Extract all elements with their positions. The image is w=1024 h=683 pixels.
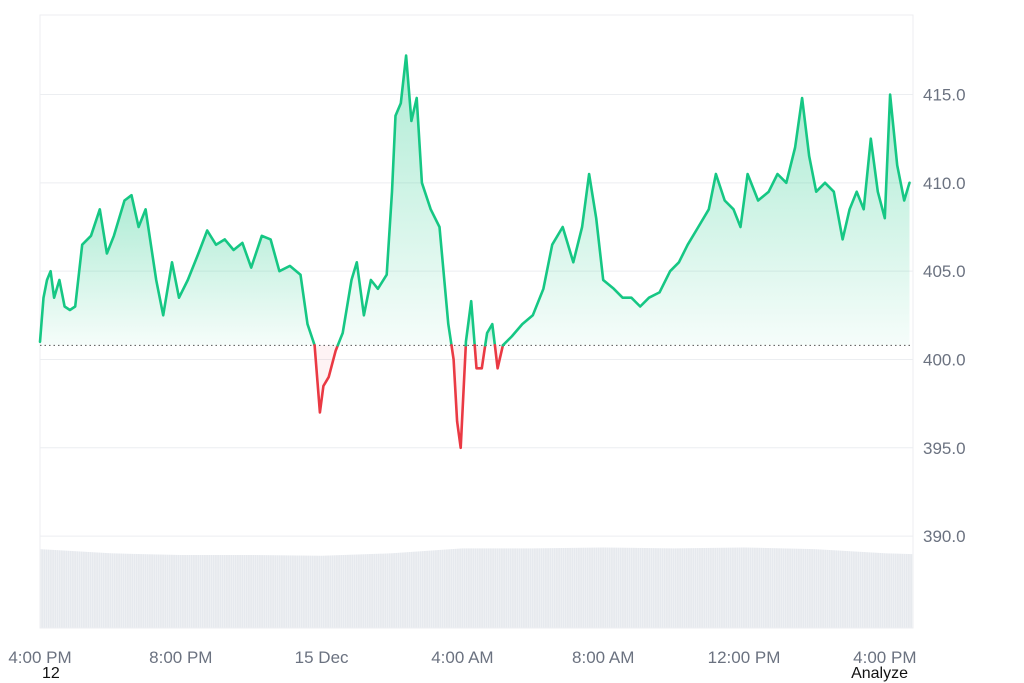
price-line-down-segment [313,344,340,414]
price-line-up-segment [38,193,316,347]
x-axis-labels: 4:00 PM 8:00 PM 15 Dec 4:00 AM 8:00 AM 12:00 … [8,648,916,667]
x-tick-label: 8:00 PM [149,648,212,667]
y-tick-label: 415.0 [923,85,966,104]
price-line-up-segment [483,322,497,347]
footer-left-text: 12 [42,665,60,682]
x-tick-label: 4:00 AM [431,648,493,667]
y-tick-label: 390.0 [923,527,966,546]
y-tick-label: 405.0 [923,262,966,281]
price-line-up-segment [501,93,911,347]
area-fill-up [40,195,315,346]
y-tick-label: 400.0 [923,350,966,369]
x-tick-label: 4:00 PM [8,648,71,667]
price-line-down-segment [473,344,487,370]
price-line-up-segment [464,299,476,347]
volume-area [40,537,913,628]
price-line [38,54,911,450]
analyze-link[interactable]: Analyze [851,665,908,682]
y-tick-label: 410.0 [923,174,966,193]
y-axis-labels: 415.0 410.0 405.0 400.0 395.0 390.0 [923,85,966,546]
x-tick-label: 4:00 PM [853,648,916,667]
price-line-up-segment [336,54,453,347]
y-tick-label: 395.0 [923,439,966,458]
area-fill-up [502,94,910,346]
plot-frame [39,14,914,629]
area-fill-up [337,55,452,346]
price-line-down-segment [450,344,468,450]
x-tick-label: 15 Dec [295,648,349,667]
x-tick-label: 12:00 PM [708,648,781,667]
x-tick-label: 8:00 AM [572,648,634,667]
price-line-down-segment [493,344,505,370]
price-area-fill [40,55,910,448]
